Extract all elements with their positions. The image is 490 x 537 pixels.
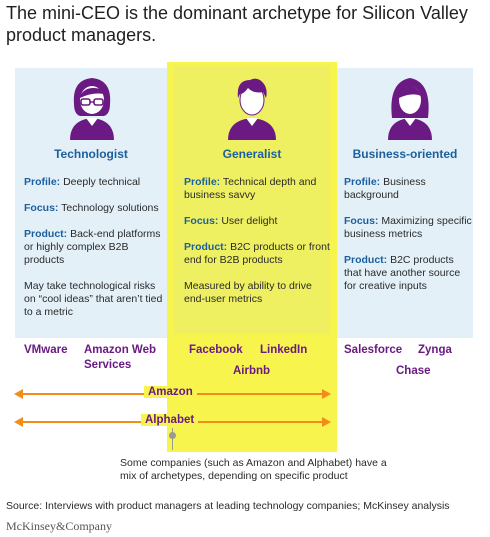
company-facebook: Facebook bbox=[189, 344, 243, 356]
focus-label: Focus: bbox=[24, 202, 59, 214]
business-focus: Maximizing specific business metrics bbox=[344, 215, 472, 240]
alphabet-arrow-right-head bbox=[322, 417, 331, 427]
source-note: Source: Interviews with product managers… bbox=[6, 500, 450, 512]
business-product: B2C products that have another source fo… bbox=[344, 254, 461, 292]
company-airbnb: Airbnb bbox=[233, 365, 271, 377]
generalist-avatar-icon bbox=[228, 78, 276, 140]
column-heading-technologist: Technologist bbox=[54, 147, 128, 161]
technologist-details: Profile: Deeply technical Focus: Technol… bbox=[24, 176, 164, 332]
generalist-details: Profile: Technical depth and business sa… bbox=[184, 176, 330, 319]
technologist-note: May take technological risks on “cool id… bbox=[24, 280, 163, 318]
amazon-span-label: Amazon bbox=[144, 386, 197, 398]
company-vmware: VMware bbox=[24, 344, 68, 356]
company-aws: Amazon Web Services bbox=[84, 344, 156, 371]
business-details: Profile: Business background Focus: Maxi… bbox=[344, 176, 474, 306]
technologist-profile: Deeply technical bbox=[63, 176, 141, 188]
mixed-archetype-note: Some companies (such as Amazon and Alpha… bbox=[120, 457, 387, 482]
footnote-pointer-dot bbox=[169, 432, 176, 439]
generalist-profile: Technical depth and business savvy bbox=[184, 176, 317, 201]
footnote-pointer-line bbox=[172, 428, 173, 450]
company-zynga: Zynga bbox=[418, 344, 452, 356]
page-title: The mini-CEO is the dominant archetype f… bbox=[6, 3, 468, 45]
column-heading-business: Business-oriented bbox=[352, 147, 458, 161]
technologist-focus: Technology solutions bbox=[61, 202, 159, 214]
alphabet-span-label: Alphabet bbox=[141, 414, 199, 426]
alphabet-arrow-left-head bbox=[14, 417, 23, 427]
focus-label: Focus: bbox=[344, 215, 379, 227]
generalist-product: B2C products or front end for B2B produc… bbox=[184, 241, 330, 266]
business-avatar-icon bbox=[388, 78, 432, 140]
generalist-note: Measured by ability to drive end-user me… bbox=[184, 280, 312, 305]
profile-label: Profile: bbox=[24, 176, 61, 188]
column-heading-generalist: Generalist bbox=[222, 147, 282, 161]
business-profile: Business background bbox=[344, 176, 426, 201]
company-chase: Chase bbox=[396, 365, 431, 377]
company-salesforce: Salesforce bbox=[344, 344, 403, 356]
company-linkedin: LinkedIn bbox=[260, 344, 308, 356]
focus-label: Focus: bbox=[184, 215, 219, 227]
product-label: Product: bbox=[344, 254, 388, 266]
product-label: Product: bbox=[184, 241, 228, 253]
technologist-avatar-icon bbox=[70, 78, 114, 140]
generalist-focus: User delight bbox=[221, 215, 278, 227]
amazon-arrow-left-head bbox=[14, 389, 23, 399]
mckinsey-logo: McKinsey&Company bbox=[6, 519, 112, 533]
profile-label: Profile: bbox=[184, 176, 221, 188]
product-label: Product: bbox=[24, 228, 68, 240]
technologist-product: Back-end platforms or highly complex B2B… bbox=[24, 228, 161, 266]
profile-label: Profile: bbox=[344, 176, 381, 188]
amazon-arrow-right-head bbox=[322, 389, 331, 399]
